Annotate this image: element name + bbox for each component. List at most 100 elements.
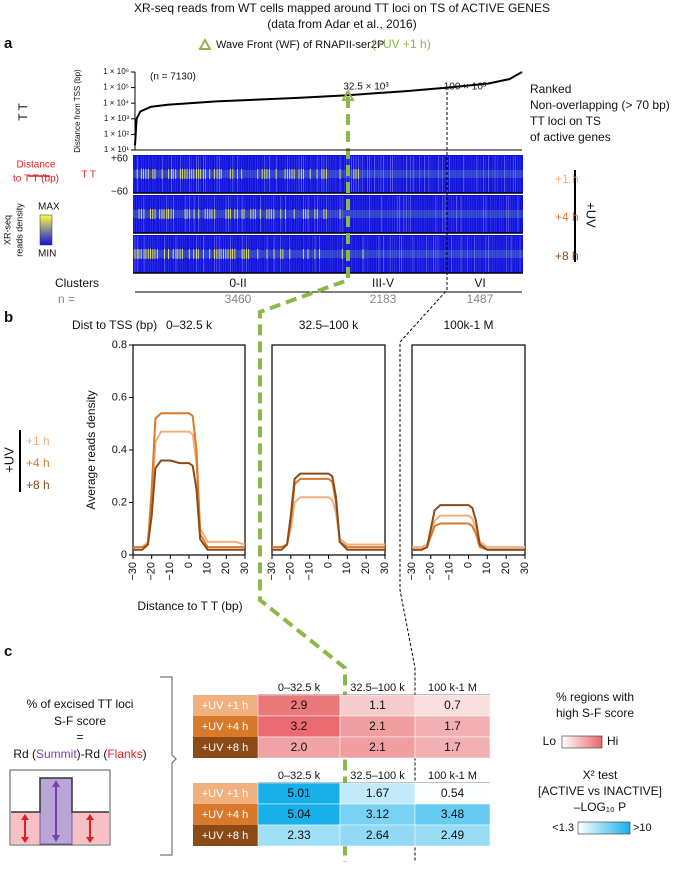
legend-title: +UV (1, 447, 16, 473)
cell-value: 3.48 (441, 807, 465, 821)
row-label: +UV +1 h (202, 700, 248, 712)
chart-title: 32.5–100 k (299, 318, 359, 332)
legend-entry: +1 h (26, 434, 50, 448)
cell-value: 3.12 (366, 807, 390, 821)
cluster-name: VI (474, 276, 485, 290)
bracket (160, 676, 177, 856)
x-tick-label: 20 (360, 562, 372, 574)
n-label: n = (58, 292, 75, 306)
cell-value: 5.01 (287, 786, 311, 800)
x-tick-label: 10 (202, 562, 214, 574)
value-cell (414, 824, 491, 847)
row-label: +UV +1 h (202, 788, 248, 800)
y-axis-label: Distance from TSS (bp) (73, 69, 82, 153)
heatmap-band (133, 170, 523, 178)
cluster-name: III-V (372, 276, 394, 290)
row-label: +UV +8 h (202, 830, 248, 842)
ranking-note: of active genes (530, 130, 611, 144)
cell-value: 2.49 (441, 828, 465, 842)
x-tick-label: −10 (164, 562, 176, 581)
column-header: 32.5–100 k (350, 770, 405, 782)
row-label: +UV +8 h (202, 742, 248, 754)
chart-title: 0–32.5 k (166, 318, 213, 332)
wf-icon (198, 37, 212, 50)
panel-letter: c (4, 643, 12, 660)
score-label: = (76, 730, 83, 744)
x-tick-label: 30 (239, 562, 251, 574)
density-colorbar (39, 214, 53, 246)
x-tick-label: −20 (285, 562, 297, 581)
row-label: +UV +4 h (202, 809, 248, 821)
heatmap-band (133, 210, 523, 218)
scale-min: MIN (38, 249, 56, 260)
x-tick-label: 30 (519, 562, 531, 574)
cell-value: 1.67 (366, 786, 390, 800)
legend-title: high S-F score (556, 706, 634, 720)
y-tick-label: 0.2 (112, 496, 127, 508)
cluster-size: 3460 (225, 292, 252, 306)
data-line (272, 472, 385, 551)
density-label: XR-seq (2, 215, 12, 245)
wf-marker (341, 88, 355, 101)
data-line (134, 71, 523, 146)
legend-title: [ACTIVE vs INACTIVE] (538, 784, 662, 798)
y-tick-label: 1 × 10² (104, 130, 129, 139)
figure-subtitle: (data from Adar et al., 2016) (267, 17, 416, 31)
x-tick-label: −20 (146, 562, 158, 581)
cell-value: 0.54 (441, 786, 465, 800)
sf-icon (9, 769, 111, 846)
formula-part: )-Rd ( (77, 747, 108, 761)
data-line (412, 504, 525, 551)
y-tick-label: 0.8 (112, 339, 127, 351)
timepoint: +8 h (555, 249, 579, 263)
ranking-note: TT loci on TS (530, 114, 601, 128)
row-label-cell (193, 825, 258, 846)
row-label-cell (193, 737, 258, 758)
x-tick-label: 0 (462, 562, 474, 568)
score-label: S-F score (54, 714, 106, 728)
distance-tick: T T (81, 170, 96, 181)
formula-part: Rd ( (13, 747, 36, 761)
x-tick-label: 20 (500, 562, 512, 574)
legend-title: –LOG₁₀ P (574, 800, 626, 814)
cell-value: 2.1 (369, 719, 386, 733)
cluster-size: 2183 (370, 292, 397, 306)
wf-condition: (+UV +1 h) (372, 37, 431, 51)
cell-value: 3.2 (291, 719, 308, 733)
row-label-cell (193, 804, 258, 825)
column-header: 32.5–100 k (350, 682, 405, 694)
y-tick-label: 0.4 (112, 444, 127, 456)
chi-colorbar (577, 821, 631, 835)
heatmap-band (133, 250, 523, 258)
distance-tick: −60 (111, 187, 128, 198)
figure-title: XR-seq reads from WT cells mapped around… (134, 1, 550, 15)
legend-high: >10 (633, 822, 652, 834)
chart-title: 100k-1 M (443, 318, 493, 332)
legend-title: X² test (583, 768, 618, 782)
x-tick-label: −30 (127, 562, 139, 581)
legend-high: Hi (607, 734, 618, 748)
ranking-note: Non-overlapping (> 70 bp) (530, 98, 670, 112)
x-tick-label: −20 (425, 562, 437, 581)
column-header: 100 k-1 M (428, 682, 477, 694)
x-tick-label: 0 (322, 562, 334, 568)
clusters-label: Clusters (55, 276, 99, 290)
n-total: (n = 7130) (150, 72, 196, 83)
x-tick-label: 30 (379, 562, 391, 574)
cell-value: 2.0 (291, 740, 308, 754)
sf-colorbar (561, 735, 603, 749)
x-tick-label: −30 (406, 562, 418, 581)
legend-entry: +4 h (26, 456, 50, 470)
panel-letter: a (4, 35, 13, 52)
legend-low: Lo (543, 734, 557, 748)
formula-part: ) (143, 747, 147, 761)
y-tick-label: 1 × 10⁵ (103, 83, 129, 92)
panel-letter: b (4, 309, 13, 326)
x-tick-label: −10 (444, 562, 456, 581)
formula-part: Flanks (107, 747, 142, 761)
x-tick-label: −10 (304, 562, 316, 581)
treatment-label: +UV (584, 202, 599, 228)
y-axis-label: Average reads density (84, 390, 98, 509)
ranking-note: Ranked (530, 82, 571, 96)
